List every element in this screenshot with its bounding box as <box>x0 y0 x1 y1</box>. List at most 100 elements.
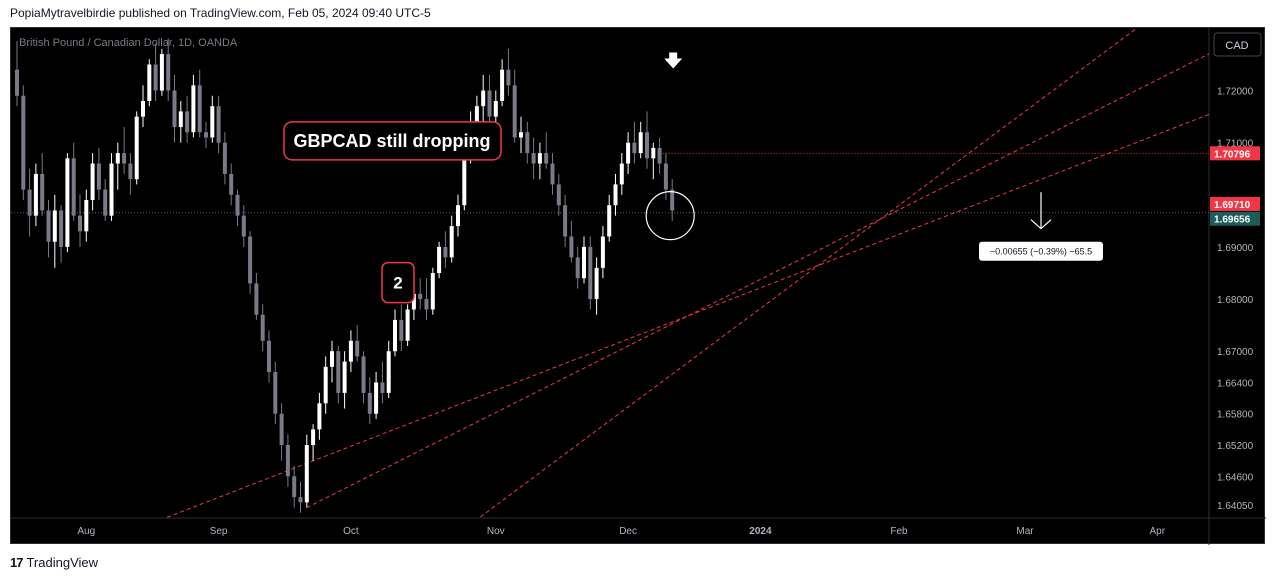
headline-text: GBPCAD still dropping <box>294 131 491 151</box>
price-label-text: 1.70796 <box>1214 149 1251 160</box>
candle-body <box>550 163 555 185</box>
candle-body <box>670 189 675 211</box>
candle <box>285 434 290 487</box>
published-caption: PopiaMytravelbirdie published on Trading… <box>10 6 431 20</box>
candle <box>191 74 196 138</box>
candle <box>645 111 649 169</box>
candle <box>336 345 341 404</box>
candle <box>544 132 549 169</box>
candle-body <box>235 194 240 216</box>
candle <box>361 351 366 404</box>
candle-body <box>512 85 517 138</box>
candle-body <box>663 163 668 190</box>
candle <box>103 179 108 221</box>
candle-body <box>267 340 271 373</box>
currency-button[interactable] <box>1213 32 1262 57</box>
candle <box>430 267 435 315</box>
candle-body <box>27 189 32 216</box>
candle <box>663 153 668 201</box>
candle-body <box>600 236 605 268</box>
candle-body <box>386 351 391 393</box>
price-label-text: 1.69710 <box>1214 200 1251 211</box>
candle <box>279 403 284 461</box>
x-tick-label: Nov <box>487 526 505 537</box>
candle <box>254 273 259 320</box>
candle-body <box>481 90 486 107</box>
candle-body <box>304 445 309 503</box>
candle <box>607 194 612 242</box>
y-tick-label: 1.71000 <box>1217 139 1254 150</box>
candle <box>52 194 57 268</box>
candle-body <box>575 257 580 279</box>
candle-body <box>537 153 542 164</box>
candle <box>569 220 574 263</box>
candle <box>40 153 45 216</box>
candle <box>27 168 32 237</box>
candle-body <box>172 90 177 128</box>
y-tick-label: 1.65200 <box>1217 441 1254 452</box>
candle <box>178 100 183 143</box>
candle-body <box>52 210 57 242</box>
candle-body <box>153 64 158 91</box>
candle <box>563 194 568 247</box>
candle-body <box>84 200 89 232</box>
y-tick-label: 1.64050 <box>1217 501 1254 512</box>
candle <box>109 153 114 221</box>
chart-panel[interactable]: British Pound / Canadian Dollar, 1D, OAN… <box>10 27 1266 545</box>
candle <box>204 121 208 148</box>
candle <box>115 142 120 190</box>
candle <box>506 48 511 96</box>
candle <box>134 111 139 185</box>
candle-body <box>15 69 19 96</box>
candle-body <box>122 153 127 164</box>
candle <box>380 361 385 404</box>
candle-body <box>33 173 38 216</box>
candle <box>582 236 586 284</box>
candle <box>210 95 215 143</box>
candle <box>418 278 423 310</box>
candle-body <box>216 106 221 143</box>
candle <box>33 163 38 227</box>
candle-body <box>109 163 114 216</box>
candle <box>147 59 152 107</box>
candle-body <box>90 163 95 201</box>
candle-body <box>449 226 454 258</box>
candle <box>229 163 234 206</box>
trendline <box>163 113 1209 518</box>
candle-body <box>134 116 139 180</box>
price-label-badge <box>1210 146 1260 161</box>
trendline <box>306 53 1209 509</box>
candle-body <box>128 163 133 180</box>
highlight-circle <box>645 191 695 241</box>
footer-brand: TradingView <box>26 554 99 570</box>
candle <box>537 142 542 180</box>
candle <box>90 153 95 211</box>
y-tick-label: 1.67000 <box>1217 347 1254 358</box>
candle-body <box>544 153 549 164</box>
candle <box>260 304 265 352</box>
candle-body <box>424 299 429 310</box>
candle-body <box>355 340 360 357</box>
candle <box>78 194 82 247</box>
y-tick-label: 1.69000 <box>1217 243 1254 254</box>
candle-body <box>430 273 435 310</box>
candle-body <box>626 142 631 164</box>
candle-body <box>462 153 467 206</box>
candle-body <box>279 413 284 446</box>
candle-body <box>65 158 70 247</box>
candle <box>626 132 631 174</box>
candle <box>500 59 505 107</box>
price-chart[interactable]: British Pound / Canadian Dollar, 1D, OAN… <box>11 28 1266 545</box>
candle <box>298 481 303 513</box>
candle-body <box>638 132 643 154</box>
candle <box>550 153 555 195</box>
candle-body <box>185 111 190 133</box>
candle <box>481 74 486 122</box>
candle <box>96 147 101 201</box>
candle <box>84 189 89 242</box>
candle-body <box>311 429 316 446</box>
candle <box>525 121 530 164</box>
candle <box>197 69 202 138</box>
candle-body <box>474 106 479 128</box>
price-label-badge <box>1210 211 1260 226</box>
